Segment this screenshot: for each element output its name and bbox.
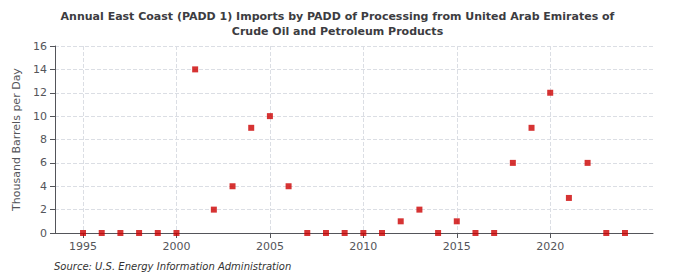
svg-text:1995: 1995 bbox=[69, 240, 97, 253]
svg-text:0: 0 bbox=[40, 227, 47, 240]
svg-text:2005: 2005 bbox=[256, 240, 284, 253]
svg-text:16: 16 bbox=[33, 40, 47, 53]
svg-text:2015: 2015 bbox=[443, 240, 471, 253]
svg-text:Thousand Barrels per Day: Thousand Barrels per Day bbox=[10, 68, 23, 212]
svg-text:4: 4 bbox=[40, 180, 47, 193]
svg-text:14: 14 bbox=[33, 63, 47, 76]
svg-text:Source: U.S. Energy Informatio: Source: U.S. Energy Information Administ… bbox=[54, 261, 291, 272]
svg-text:8: 8 bbox=[40, 133, 47, 146]
svg-text:2: 2 bbox=[40, 203, 47, 216]
svg-text:Crude Oil and Petroleum Produc: Crude Oil and Petroleum Products bbox=[232, 25, 444, 38]
svg-text:6: 6 bbox=[40, 156, 47, 169]
svg-text:2010: 2010 bbox=[349, 240, 377, 253]
svg-text:2000: 2000 bbox=[162, 240, 190, 253]
svg-text:12: 12 bbox=[33, 86, 47, 99]
svg-text:10: 10 bbox=[33, 110, 47, 123]
svg-text:Annual East Coast (PADD 1) Imp: Annual East Coast (PADD 1) Imports by PA… bbox=[61, 10, 615, 23]
svg-text:2020: 2020 bbox=[536, 240, 564, 253]
